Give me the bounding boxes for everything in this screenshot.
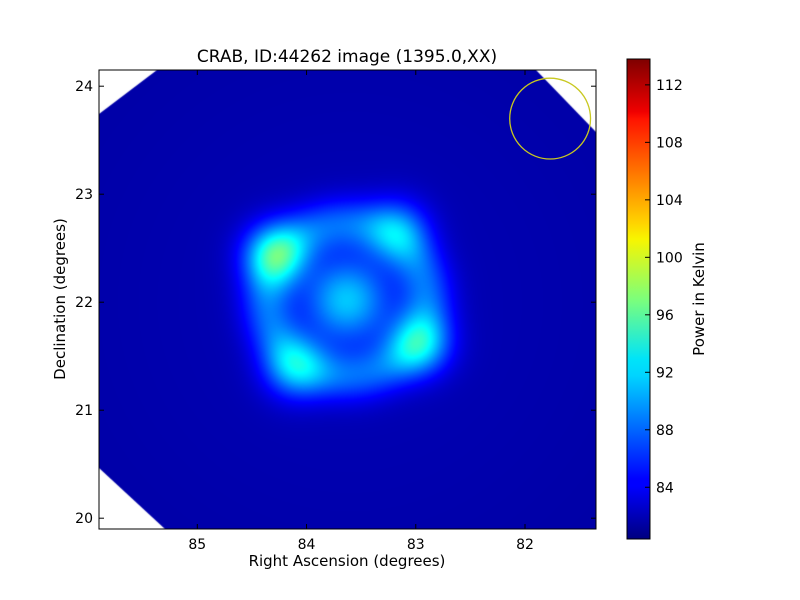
- x-tick-label: 85: [188, 537, 206, 553]
- colorbar-tick-label: 104: [656, 193, 683, 209]
- y-axis-label: Declination (degrees): [51, 218, 69, 380]
- y-tick-label: 21: [75, 403, 93, 419]
- plot-area: [98, 69, 597, 530]
- y-axis: 20 21 22 23 24: [75, 79, 596, 527]
- y-tick-label: 20: [75, 511, 93, 527]
- chart-title: CRAB, ID:44262 image (1395.0,XX): [197, 47, 497, 67]
- colorbar: 84 88 92 96 100 104 108 112: [626, 58, 683, 540]
- beam-circle: [509, 77, 592, 160]
- colorbar-tick-label: 100: [656, 250, 683, 266]
- y-tick-label: 22: [75, 295, 93, 311]
- y-tick-label: 23: [75, 187, 93, 203]
- plot-frame: [98, 69, 597, 530]
- colorbar-gradient: [627, 59, 650, 539]
- colorbar-tick-label: 92: [656, 365, 674, 381]
- colorbar-tick-label: 84: [656, 480, 674, 496]
- x-tick-label: 84: [298, 537, 316, 553]
- x-axis-label: Right Ascension (degrees): [249, 552, 446, 570]
- colorbar-tick-label: 88: [656, 423, 674, 439]
- colorbar-frame: [626, 58, 651, 540]
- x-axis: 85 84 83 82: [188, 70, 534, 553]
- colorbar-label: Power in Kelvin: [690, 242, 708, 356]
- x-tick-label: 82: [516, 537, 534, 553]
- colorbar-ticks: 84 88 92 96 100 104 108 112: [645, 78, 683, 496]
- colorbar-tick-label: 108: [656, 135, 683, 151]
- heatmap-image: [99, 70, 596, 529]
- colorbar-tick-label: 96: [656, 308, 674, 324]
- colorbar-tick-label: 112: [656, 78, 683, 94]
- x-tick-label: 83: [407, 537, 425, 553]
- y-tick-label: 24: [75, 79, 93, 95]
